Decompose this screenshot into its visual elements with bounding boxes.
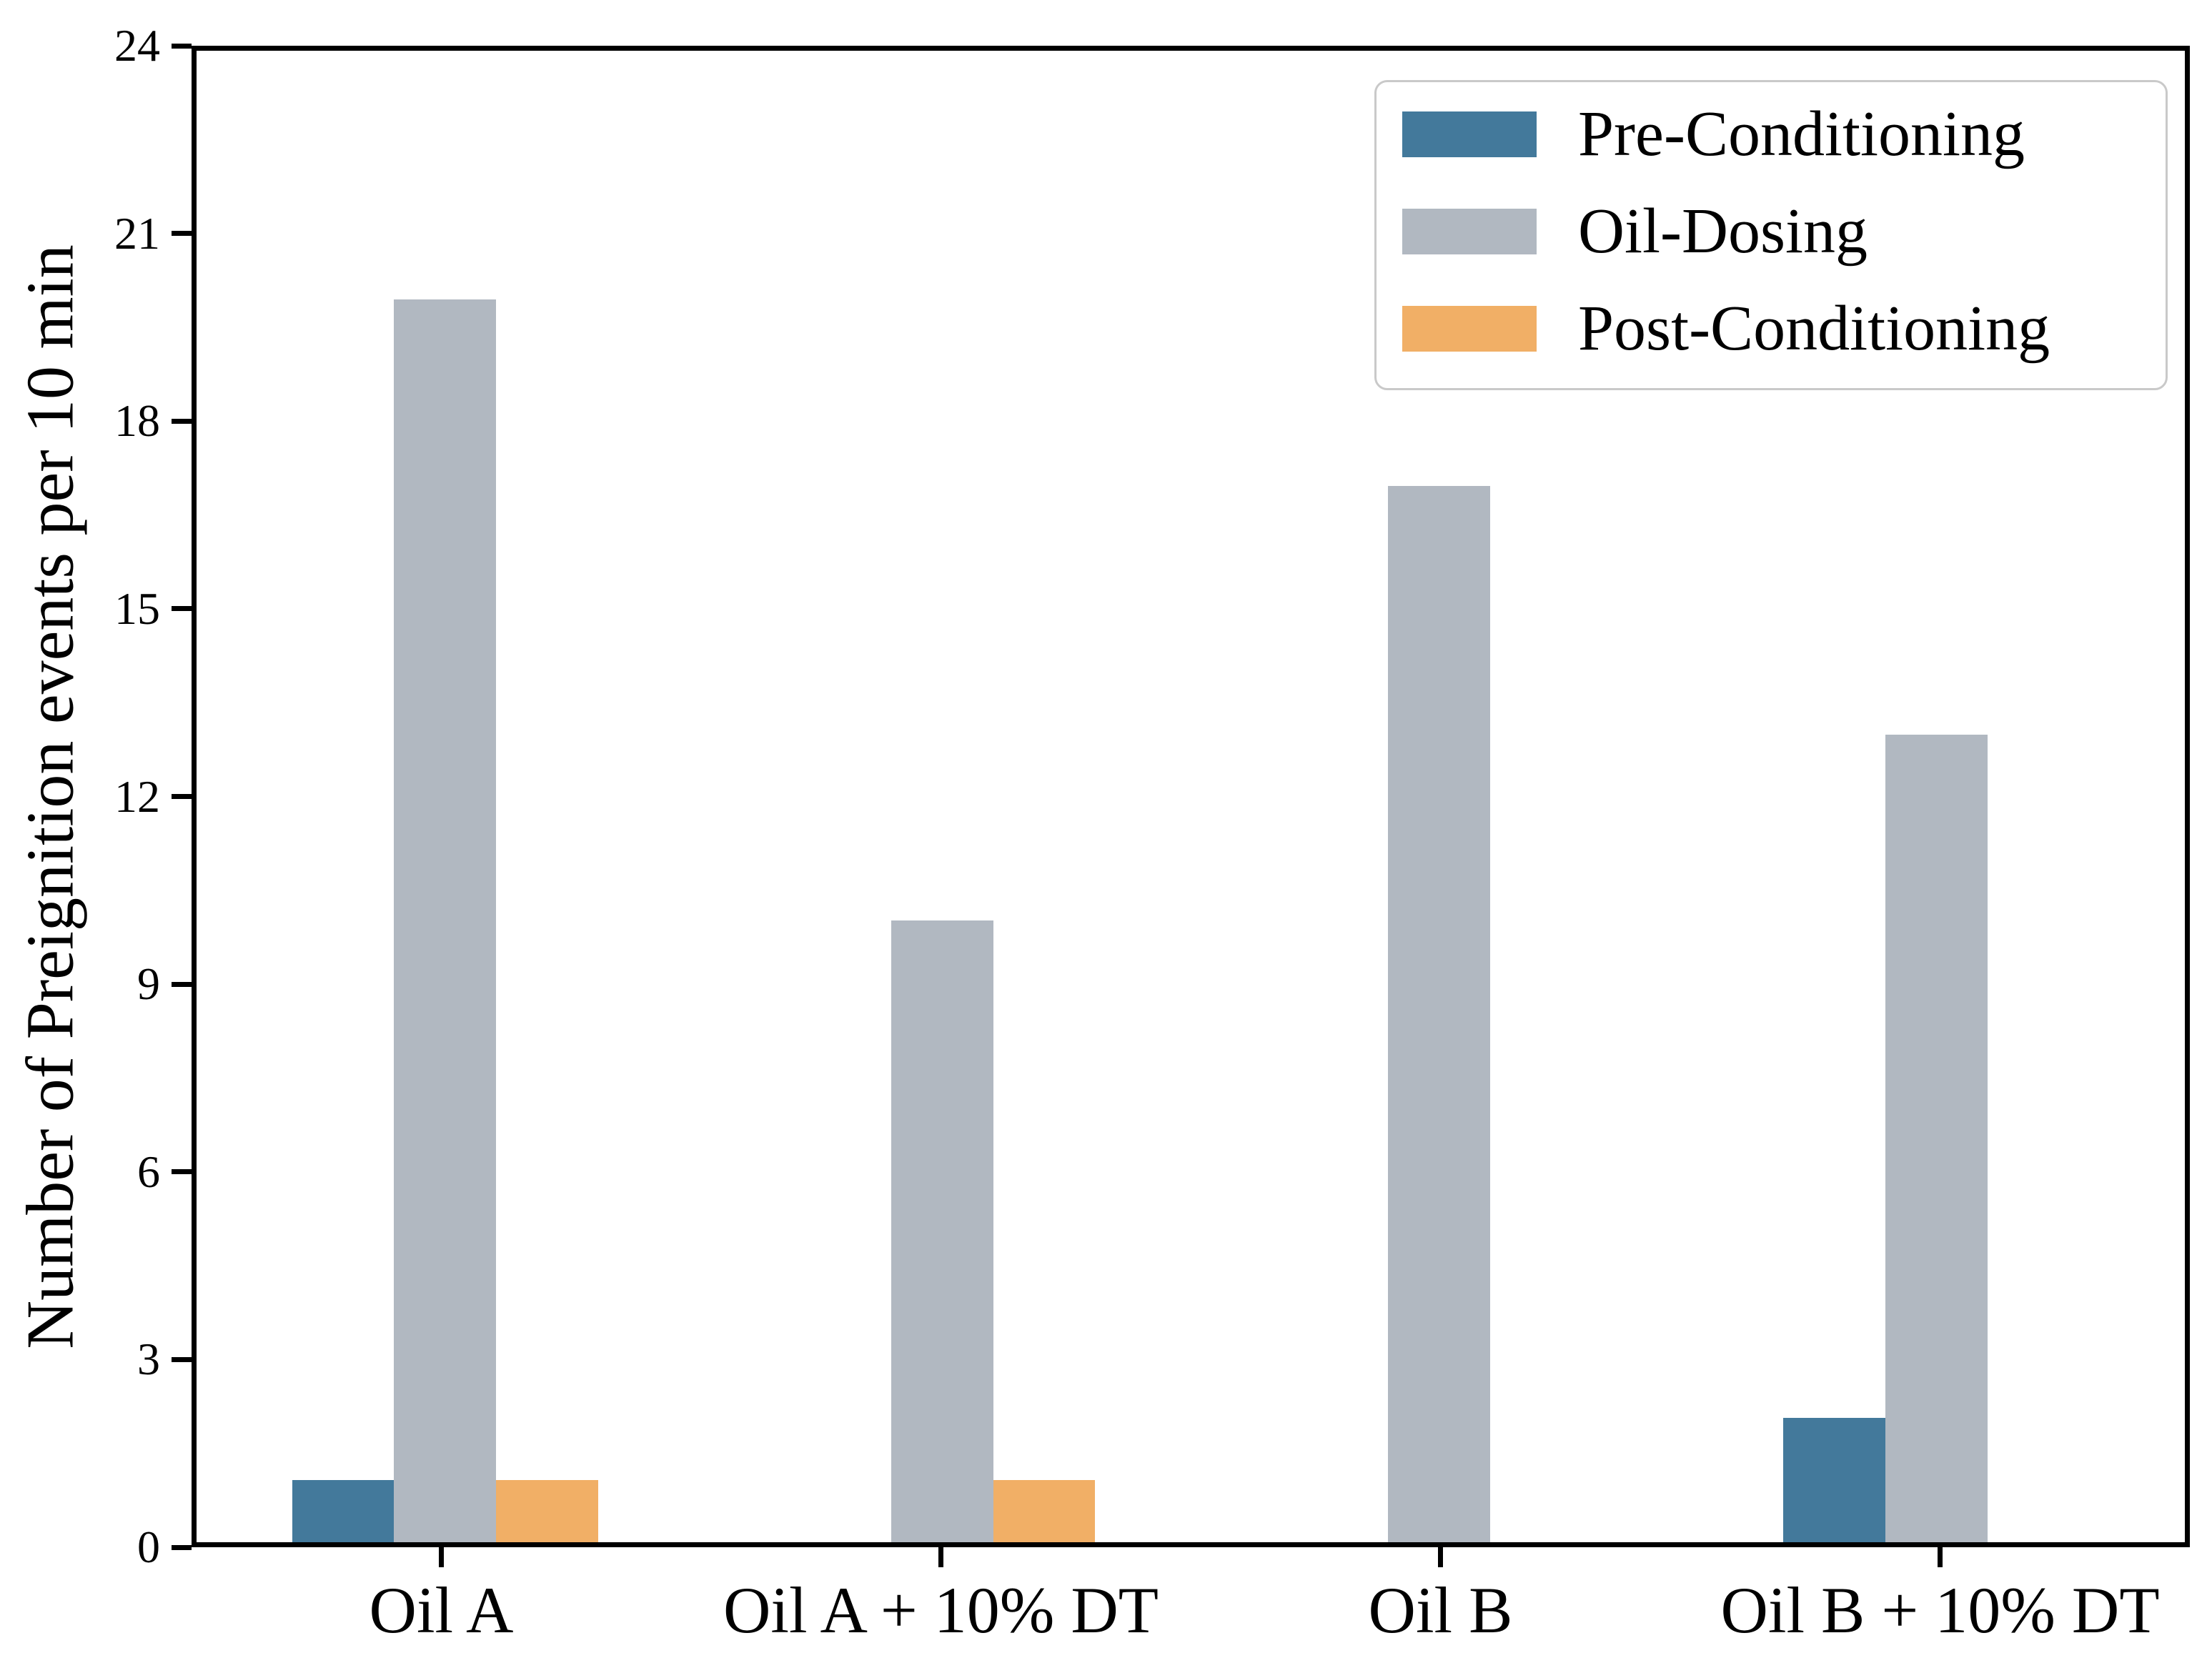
x-tick-mark-oil-b-10-dt bbox=[1938, 1547, 1943, 1567]
bar-pre-conditioning-oil-b-10-dt bbox=[1783, 1418, 1885, 1542]
y-tick-label-3: 3 bbox=[137, 1334, 160, 1385]
bar-post-conditioning-oil-a bbox=[496, 1480, 598, 1542]
x-tick-mark-oil-b bbox=[1438, 1547, 1443, 1567]
y-tick-mark-3 bbox=[172, 1356, 192, 1362]
bar-pre-conditioning-oil-a bbox=[292, 1480, 395, 1542]
y-tick-mark-0 bbox=[172, 1544, 192, 1550]
x-tick-label-oil-a: Oil A bbox=[369, 1574, 514, 1647]
y-tick-label-0: 0 bbox=[137, 1522, 160, 1572]
x-tick-label-oil-a-10-dt: Oil A + 10% DT bbox=[723, 1574, 1159, 1647]
legend: Pre-Conditioning Oil-Dosing Post-Condition… bbox=[1374, 80, 2168, 390]
y-tick-label-24: 24 bbox=[114, 20, 160, 71]
legend-label-pre-conditioning: Pre-Conditioning bbox=[1578, 99, 2025, 169]
legend-item-oil-dosing: Oil-Dosing bbox=[1402, 199, 2144, 264]
legend-label-post-conditioning: Post-Conditioning bbox=[1578, 293, 2050, 364]
y-tick-mark-18 bbox=[172, 418, 192, 424]
x-tick-mark-oil-a bbox=[439, 1547, 444, 1567]
y-tick-mark-12 bbox=[172, 794, 192, 799]
x-tick-label-oil-b-10-dt: Oil B + 10% DT bbox=[1720, 1574, 2160, 1647]
bar-oil-dosing-oil-a-10-dt bbox=[891, 920, 993, 1542]
x-tick-label-oil-b: Oil B bbox=[1368, 1574, 1513, 1647]
y-tick-mark-6 bbox=[172, 1169, 192, 1175]
bar-oil-dosing-oil-a bbox=[394, 299, 497, 1542]
bar-oil-dosing-oil-b-10-dt bbox=[1885, 734, 1988, 1542]
legend-item-post-conditioning: Post-Conditioning bbox=[1402, 297, 2144, 361]
y-tick-mark-9 bbox=[172, 981, 192, 987]
y-tick-mark-24 bbox=[172, 43, 192, 49]
y-tick-label-12: 12 bbox=[114, 770, 160, 822]
y-tick-label-18: 18 bbox=[114, 395, 160, 447]
y-tick-mark-15 bbox=[172, 606, 192, 612]
y-tick-mark-21 bbox=[172, 231, 192, 237]
y-tick-label-6: 6 bbox=[137, 1146, 160, 1197]
y-tick-label-15: 15 bbox=[114, 582, 160, 634]
bar-post-conditioning-oil-a-10-dt bbox=[993, 1480, 1096, 1542]
x-tick-mark-oil-a-10-dt bbox=[938, 1547, 943, 1567]
legend-label-oil-dosing: Oil-Dosing bbox=[1578, 196, 1868, 267]
legend-item-pre-conditioning: Pre-Conditioning bbox=[1402, 102, 2144, 167]
legend-swatch-post-conditioning bbox=[1402, 306, 1537, 352]
y-tick-label-21: 21 bbox=[114, 207, 160, 259]
bar-oil-dosing-oil-b bbox=[1388, 485, 1491, 1542]
y-tick-label-9: 9 bbox=[137, 958, 160, 1010]
legend-swatch-pre-conditioning bbox=[1402, 111, 1537, 157]
legend-swatch-oil-dosing bbox=[1402, 209, 1537, 254]
